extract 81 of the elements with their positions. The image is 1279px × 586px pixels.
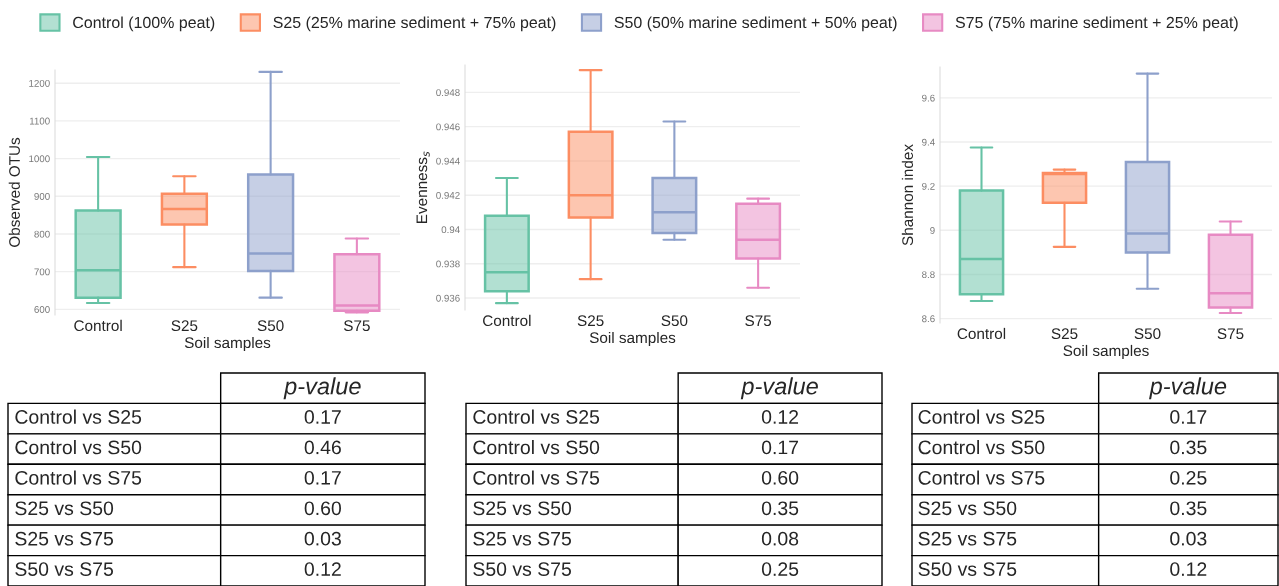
x-tick-label: Control [483, 314, 531, 327]
text: S50 vs S75 [15, 562, 114, 577]
text: Control vs S50 [473, 440, 600, 455]
y-tick-label: 0.944 [436, 157, 460, 165]
text: Control vs S75 [473, 470, 600, 485]
y-tick-label: 8.8 [922, 271, 935, 279]
x-tick-label: Control [957, 327, 1006, 340]
text: Control vs S75 [918, 470, 1045, 485]
y-tick-label: 0.942 [436, 191, 460, 199]
y-tick-label: 1000 [29, 155, 50, 163]
x-tick-label: S25 [577, 315, 604, 327]
x-tick-label: Control [74, 319, 122, 332]
text: 0.03 [1170, 531, 1207, 546]
text: S25 vs S75 [473, 531, 571, 546]
y-tick-label: 1200 [29, 79, 50, 87]
text: Control vs S25 [918, 409, 1045, 424]
x-axis-title: Soil samples [184, 336, 271, 352]
x-tick-label: S25 [171, 320, 198, 332]
y-axis-title: Observed OTUs [8, 137, 20, 247]
text: S50 vs S75 [918, 562, 1017, 577]
y-tick-label: 0.94 [441, 226, 460, 234]
text: Control vs S50 [15, 440, 142, 455]
text: S25 vs S50 [473, 501, 572, 516]
text: 0.03 [304, 531, 341, 546]
text: Control vs S25 [15, 409, 142, 424]
x-axis-title: Soil samples [1063, 344, 1149, 360]
x-tick-label: S25 [1051, 328, 1078, 340]
y-axis-title: Evenness$_{s}$ [416, 151, 430, 223]
x-tick-label: S50 [257, 320, 284, 332]
text: 0.35 [1170, 440, 1207, 455]
text: S25 vs S75 [918, 531, 1017, 546]
legend-label: S75 (75% marine sediment + 25% peat) [955, 16, 1238, 32]
y-tick-label: 900 [34, 193, 50, 200]
x-tick-label: S50 [661, 315, 688, 327]
text: 0.12 [304, 562, 341, 577]
legend-label: Control (100% peat) [73, 16, 215, 32]
y-tick-label: 700 [34, 268, 50, 276]
text: 0.12 [761, 410, 799, 424]
y-tick-label: 0.938 [436, 260, 460, 268]
text: 0.17 [304, 410, 341, 424]
text: 0.25 [1170, 470, 1207, 485]
text: p-value [283, 377, 361, 400]
text: S25 vs S75 [15, 531, 114, 546]
y-axis-title: Shannon index [901, 144, 914, 246]
x-tick-label: S50 [1134, 328, 1161, 340]
legend-label: S50 (50% marine sediment + 50% peat) [614, 16, 897, 32]
text: 0.12 [1170, 562, 1207, 577]
text: S25 vs S50 [15, 501, 114, 516]
legend-label: S25 (25% marine sediment + 75% peat) [273, 16, 556, 32]
x-axis-title: Soil samples [589, 331, 676, 347]
y-tick-label: 9 [930, 227, 935, 234]
x-tick-label: S75 [745, 315, 772, 327]
text: 0.08 [761, 531, 799, 546]
y-tick-label: 0.946 [436, 123, 460, 131]
text: 0.35 [1170, 501, 1207, 516]
x-tick-label: S75 [1217, 328, 1244, 340]
y-tick-label: 0.936 [436, 294, 460, 302]
text: S25 vs S50 [918, 501, 1017, 516]
text: 0.25 [761, 562, 799, 577]
text: S50 vs S75 [473, 562, 571, 577]
text: Control vs S75 [15, 470, 142, 485]
y-tick-label: 1100 [29, 117, 50, 125]
text: p-value [1149, 377, 1227, 400]
y-tick-label: 8.6 [922, 315, 935, 323]
text: 0.17 [304, 470, 341, 485]
x-tick-label: S75 [343, 320, 370, 332]
y-tick-label: 600 [34, 306, 50, 313]
text: 0.17 [1170, 410, 1207, 424]
text: 0.17 [761, 440, 799, 455]
text: Control vs S25 [473, 409, 600, 424]
y-tick-label: 9.6 [922, 94, 935, 102]
text: Control vs S50 [918, 440, 1045, 455]
y-tick-label: 9.4 [922, 138, 935, 146]
text: p-value [740, 377, 818, 400]
text: 0.60 [761, 470, 799, 485]
text: 0.46 [304, 440, 341, 455]
text: 0.60 [304, 501, 341, 516]
y-tick-label: 9.2 [922, 182, 935, 190]
y-tick-label: 0.948 [436, 89, 460, 97]
text: 0.35 [761, 501, 799, 516]
y-tick-label: 800 [34, 230, 50, 238]
